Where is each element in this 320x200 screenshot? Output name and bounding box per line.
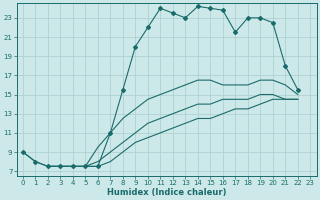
X-axis label: Humidex (Indice chaleur): Humidex (Indice chaleur) [107,188,226,197]
